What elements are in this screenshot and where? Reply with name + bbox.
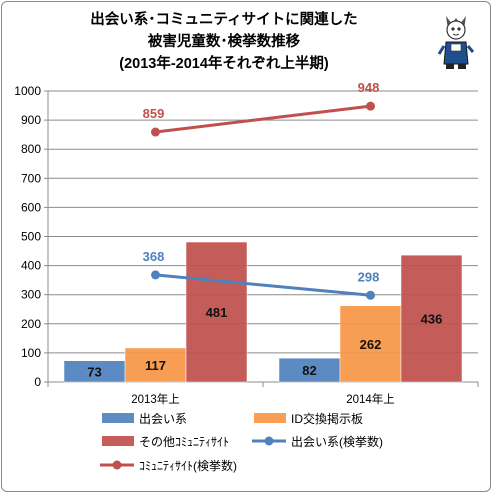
line-value-label: 948 (358, 80, 380, 95)
y-tick-label: 1000 (14, 84, 41, 98)
line-point (151, 127, 160, 137)
bar-value-label: 262 (360, 337, 382, 352)
chart-title-line-3: (2013年-2014年それぞれ上半期) (119, 54, 329, 72)
line-value-label: 298 (358, 269, 380, 284)
y-tick-label: 700 (21, 171, 41, 185)
chart-title-line-2: 被害児童数･検挙数推移 (148, 32, 301, 50)
bar-value-label: 73 (87, 364, 101, 379)
chart-title-line-1: 出会い系･コミュニティサイトに関連した (90, 10, 357, 28)
y-tick-label: 500 (21, 230, 41, 244)
series-line-2 (155, 104, 371, 134)
series-line-1 (155, 273, 371, 297)
bar-value-label: 481 (206, 305, 228, 320)
x-tick-label: 2013年上 (131, 392, 180, 406)
legend-label: 出会い系 (139, 412, 187, 426)
line-point (151, 270, 160, 280)
line-value-label: 859 (143, 106, 165, 121)
y-tick-label: 200 (21, 317, 41, 331)
chart-frame: 出会い系･コミュニティサイトに関連した 被害児童数･検挙数推移 (2013年-201… (1, 1, 491, 492)
line-value-label: 368 (143, 249, 165, 264)
legend-label: 出会い系(検挙数) (291, 434, 383, 449)
line-point (366, 290, 375, 300)
x-tick-label: 2014年上 (346, 392, 395, 406)
legend-swatch (102, 413, 134, 423)
bar-3 (400, 254, 463, 383)
bar-2 (339, 305, 402, 383)
bar-value-label: 436 (421, 312, 443, 327)
y-tick-label: 400 (21, 259, 41, 273)
y-tick-label: 600 (21, 200, 41, 214)
mascot-character-icon (437, 16, 475, 69)
legend-swatch (102, 436, 134, 446)
legend-label: ID交換掲示板 (291, 411, 363, 426)
y-tick-label: 0 (34, 375, 41, 389)
bar-3 (185, 241, 248, 383)
line-point (366, 101, 375, 111)
y-tick-label: 100 (21, 346, 41, 360)
bar-value-label: 117 (145, 358, 166, 373)
y-tick-label: 800 (21, 142, 41, 156)
y-tick-label: 300 (21, 288, 41, 302)
legend-label: その他ｺﾐｭﾆﾃｨｻｲﾄ (139, 435, 229, 449)
legend-swatch (254, 413, 286, 423)
legend-marker (264, 436, 274, 446)
y-tick-label: 900 (21, 113, 41, 127)
bar-value-label: 82 (302, 363, 316, 378)
legend-label: ｺﾐｭﾆﾃｨｻｲﾄ(検挙数) (139, 458, 237, 473)
legend-marker (112, 460, 122, 470)
